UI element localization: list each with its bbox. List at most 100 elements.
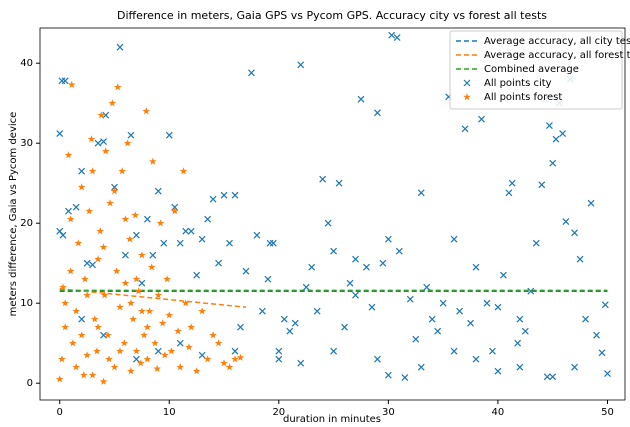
point: [193, 271, 201, 279]
point: [264, 275, 272, 283]
point: [170, 207, 179, 215]
point: [494, 303, 502, 311]
point: [601, 301, 609, 309]
point: [286, 327, 294, 335]
point: [127, 131, 135, 139]
point: [324, 219, 332, 227]
chart-title: Difference in meters, Gaia GPS vs Pycom …: [117, 9, 547, 22]
point: [99, 243, 108, 251]
point: [450, 347, 458, 355]
point: [521, 327, 529, 335]
point: [181, 299, 190, 307]
point: [132, 355, 140, 363]
point: [99, 377, 108, 385]
point: [87, 135, 96, 143]
point: [167, 347, 176, 355]
point: [253, 231, 261, 239]
point: [131, 211, 140, 219]
point: [110, 187, 119, 195]
point: [137, 359, 145, 367]
point: [61, 299, 69, 307]
point: [527, 287, 535, 295]
point: [161, 351, 169, 359]
point: [69, 339, 77, 347]
point: [393, 34, 401, 42]
point: [308, 263, 316, 271]
point: [291, 319, 299, 327]
legend-box: [449, 30, 623, 110]
point: [154, 291, 163, 299]
point: [143, 215, 151, 223]
point: [373, 355, 381, 363]
point: [147, 263, 156, 271]
point: [434, 327, 442, 335]
point: [66, 267, 75, 275]
point: [373, 109, 381, 117]
point: [66, 215, 75, 223]
point: [571, 363, 579, 371]
point: [88, 371, 97, 379]
point: [187, 323, 195, 331]
point: [215, 259, 222, 267]
point: [77, 183, 86, 191]
point: [346, 279, 354, 287]
point: [538, 181, 546, 189]
point: [242, 267, 250, 275]
scatter-series: [55, 80, 245, 385]
point: [93, 347, 101, 355]
point: [571, 229, 579, 237]
point: [61, 77, 69, 85]
point: [105, 355, 113, 363]
point: [231, 355, 239, 363]
point: [106, 199, 114, 207]
point: [280, 315, 288, 323]
point: [89, 261, 97, 269]
legend-label: All points city: [484, 78, 552, 89]
point: [562, 218, 570, 226]
point: [149, 157, 157, 165]
point: [64, 151, 73, 159]
point: [576, 255, 584, 263]
x-axis-label: duration in minutes: [283, 414, 381, 425]
point: [58, 355, 66, 363]
point: [80, 371, 88, 379]
point: [122, 251, 129, 259]
point: [83, 351, 91, 359]
point: [368, 303, 376, 311]
point: [275, 347, 283, 355]
point: [335, 179, 343, 187]
x-tick-label: 30: [382, 407, 395, 418]
point: [132, 275, 141, 283]
point: [123, 139, 132, 147]
point: [209, 331, 217, 339]
point: [379, 259, 387, 267]
point: [114, 83, 122, 91]
point: [266, 239, 274, 247]
x-tick-label: 0: [57, 407, 63, 418]
point: [549, 159, 557, 167]
point: [94, 139, 102, 147]
legend-label: Average accuracy, all city tests: [484, 36, 630, 47]
point: [220, 359, 228, 367]
point: [143, 323, 152, 331]
plot-frame: [39, 27, 626, 401]
point: [88, 167, 97, 175]
legend-label: Combined average: [484, 64, 579, 75]
point: [142, 107, 151, 115]
point: [149, 251, 157, 259]
point: [489, 347, 496, 355]
point: [384, 371, 392, 379]
point: [220, 191, 228, 199]
legend-marker: [463, 93, 471, 101]
scatter-series: [56, 31, 611, 382]
line: [59, 288, 247, 308]
point: [127, 299, 135, 307]
point: [450, 235, 458, 243]
point: [593, 331, 600, 339]
point: [516, 363, 524, 371]
point: [417, 363, 425, 371]
y-tick-label: 20: [20, 218, 33, 229]
point: [330, 247, 338, 255]
point: [153, 364, 161, 372]
point: [275, 355, 283, 363]
